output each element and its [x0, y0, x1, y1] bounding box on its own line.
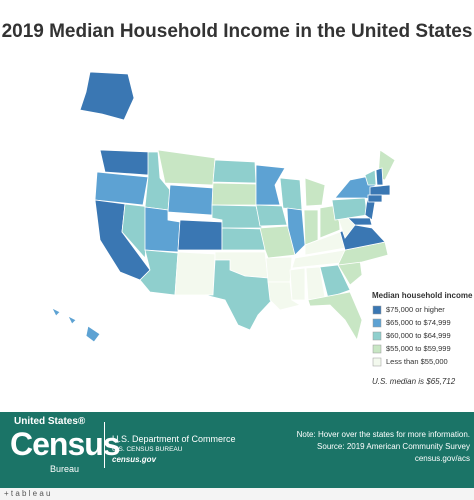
legend-title: Median household income — [372, 291, 473, 300]
source: Source: 2019 American Community Survey — [317, 442, 470, 451]
state[interactable] — [347, 217, 373, 226]
bureau: U.S. CENSUS BUREAU — [112, 446, 183, 453]
state[interactable] — [94, 171, 149, 206]
state[interactable] — [364, 199, 376, 221]
state[interactable] — [67, 315, 77, 325]
state[interactable] — [174, 251, 216, 296]
state[interactable] — [255, 164, 286, 206]
legend-label: $55,000 to $59,999 — [386, 344, 451, 353]
state[interactable] — [211, 182, 257, 206]
state[interactable] — [99, 149, 151, 176]
state[interactable] — [267, 281, 302, 311]
state[interactable] — [303, 209, 319, 246]
state[interactable] — [279, 177, 303, 211]
dept: U.S. Department of Commerce — [112, 434, 236, 444]
legend-swatch — [372, 357, 382, 367]
state[interactable] — [167, 184, 214, 216]
state[interactable] — [51, 307, 61, 317]
state[interactable] — [331, 197, 368, 221]
divider — [104, 422, 105, 468]
legend-label: Less than $55,000 — [386, 357, 448, 366]
state[interactable] — [79, 71, 135, 121]
state[interactable] — [289, 267, 306, 301]
state[interactable] — [221, 227, 266, 251]
state[interactable] — [177, 219, 223, 251]
state[interactable] — [121, 203, 151, 259]
logo-sub: Bureau — [50, 464, 80, 474]
state[interactable] — [255, 204, 288, 227]
state[interactable] — [369, 184, 391, 196]
state[interactable] — [319, 264, 351, 299]
state[interactable] — [144, 206, 181, 253]
state[interactable] — [157, 149, 216, 186]
legend-label: $75,000 or higher — [386, 305, 445, 314]
legend-label: $65,000 to $74,999 — [386, 318, 451, 327]
state[interactable] — [204, 259, 273, 331]
legend-swatch — [372, 331, 382, 341]
median-note: U.S. median is $65,712 — [372, 377, 456, 386]
legend-swatch — [372, 318, 382, 328]
state[interactable] — [265, 256, 293, 283]
map: Median household income $75,000 or highe… — [51, 71, 473, 386]
state[interactable] — [304, 177, 326, 207]
logo-main: Census — [10, 426, 121, 462]
legend-swatch — [372, 305, 382, 315]
state[interactable] — [364, 169, 377, 186]
state[interactable] — [307, 291, 363, 342]
state[interactable] — [286, 207, 306, 256]
brand[interactable]: + t a b l e a u — [0, 488, 474, 500]
legend-label: $60,000 to $64,999 — [386, 331, 451, 340]
footer: United States® Census Bureau U.S. Depart… — [0, 412, 474, 490]
logo-top: United States® — [14, 416, 86, 427]
state[interactable] — [259, 225, 296, 259]
state[interactable] — [375, 167, 384, 186]
state[interactable] — [85, 325, 101, 343]
legend-swatch — [372, 344, 382, 354]
state[interactable] — [212, 159, 257, 184]
state[interactable] — [367, 194, 383, 203]
title: 2019 Median Household Income in the Unit… — [1, 21, 473, 42]
site: census.gov — [112, 455, 157, 464]
note: Note: Hover over the states for more inf… — [296, 430, 470, 439]
acs-link[interactable]: census.gov/acs — [414, 454, 470, 463]
